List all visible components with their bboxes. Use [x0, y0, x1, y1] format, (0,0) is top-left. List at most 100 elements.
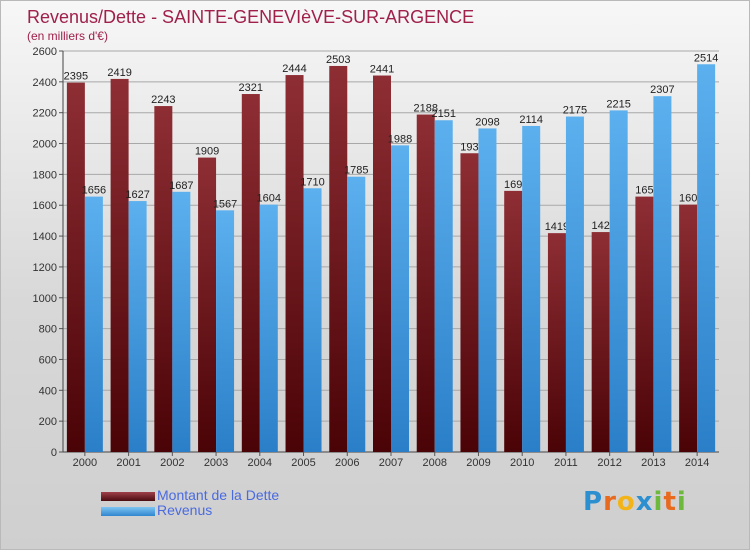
data-label-revenus: 2307 — [650, 84, 674, 96]
data-label-dette: 2503 — [326, 54, 350, 66]
bar-revenus — [434, 120, 453, 452]
bar-dette — [198, 157, 217, 452]
data-label-revenus: 2215 — [606, 98, 630, 110]
data-label-dette: 165 — [635, 185, 653, 197]
bar-dette — [504, 190, 523, 452]
logo-letter: t — [663, 487, 677, 517]
bar-revenus — [653, 96, 672, 453]
bar-dette — [635, 196, 654, 452]
data-label-dette: 142 — [591, 220, 609, 232]
bar-dette — [591, 232, 610, 452]
chart-subtitle: (en milliers d'€) — [27, 29, 108, 43]
bar-dette — [241, 94, 260, 452]
y-tick-label: 800 — [39, 324, 57, 336]
y-tick-label: 2000 — [33, 139, 57, 151]
bar-revenus — [172, 191, 191, 453]
x-tick-label: 2007 — [379, 457, 403, 469]
bar-dette — [329, 65, 348, 452]
x-tick-label: 2009 — [466, 457, 490, 469]
x-tick-label: 2010 — [510, 457, 534, 469]
x-tick-label: 2012 — [597, 457, 621, 469]
bar-revenus — [216, 210, 235, 452]
bar-revenus — [565, 116, 584, 452]
data-label-dette: 2395 — [64, 71, 88, 83]
y-tick-label: 600 — [39, 354, 57, 366]
bar-revenus — [128, 201, 147, 452]
data-label-revenus: 2098 — [475, 116, 499, 128]
y-tick-label: 400 — [39, 385, 57, 397]
logo-letter: r — [603, 487, 617, 517]
y-tick-label: 2200 — [33, 108, 57, 120]
bar-dette — [110, 78, 129, 452]
bar-dette — [373, 75, 391, 452]
data-label-revenus: 1604 — [257, 193, 281, 205]
data-label-dette: 2419 — [107, 67, 131, 79]
data-label-dette: 193 — [460, 141, 478, 153]
data-label-dette: 2321 — [239, 82, 263, 94]
data-label-revenus: 1567 — [213, 198, 237, 210]
y-tick-label: 200 — [39, 416, 57, 428]
data-label-revenus: 2175 — [563, 105, 587, 117]
x-tick-label: 2000 — [73, 457, 97, 469]
logo-letter: o — [616, 487, 636, 517]
data-label-dette: 2441 — [370, 64, 394, 76]
data-label-dette: 2188 — [413, 103, 437, 115]
x-tick-label: 2011 — [554, 457, 578, 469]
bar-revenus — [303, 188, 322, 452]
legend-label-revenus: Revenus — [157, 502, 213, 518]
bar-dette — [547, 233, 566, 452]
y-tick-label: 1000 — [33, 293, 57, 305]
data-label-revenus: 2514 — [694, 52, 718, 64]
data-label-dette: 2444 — [282, 63, 306, 75]
bar-revenus — [347, 176, 366, 453]
x-tick-label: 2005 — [291, 457, 315, 469]
logo-letter: i — [653, 487, 664, 517]
data-label-dette: 160 — [679, 193, 697, 205]
data-label-revenus: 1988 — [388, 133, 412, 145]
logo-letter: x — [635, 487, 654, 517]
chart-title: Revenus/Dette - SAINTE-GENEVIèVE-SUR-ARG… — [27, 7, 475, 27]
data-label-revenus: 1785 — [344, 165, 368, 177]
y-tick-label: 2600 — [33, 46, 57, 58]
bar-revenus — [522, 125, 541, 453]
y-tick-label: 1800 — [33, 169, 57, 181]
y-tick-label: 1600 — [33, 200, 57, 212]
bar-revenus — [697, 64, 716, 452]
y-tick-label: 1200 — [33, 262, 57, 274]
data-label-dette: 169 — [504, 179, 522, 191]
data-label-revenus: 1687 — [169, 180, 193, 192]
bar-dette — [285, 75, 304, 452]
legend-swatch-dette — [101, 492, 155, 501]
bar-dette — [416, 114, 435, 452]
logo-letter: i — [676, 487, 687, 517]
x-tick-label: 2002 — [160, 457, 184, 469]
data-label-revenus: 2151 — [431, 108, 455, 120]
data-label-revenus: 1627 — [125, 189, 149, 201]
data-label-dette: 1419 — [545, 221, 569, 233]
bar-revenus — [478, 128, 497, 453]
bar-revenus — [609, 110, 628, 452]
proxiti-logo: Proxiti — [583, 487, 687, 517]
x-tick-label: 2003 — [204, 457, 228, 469]
legend-swatch-revenus — [101, 507, 155, 516]
bar-revenus — [259, 204, 278, 452]
data-label-revenus: 2114 — [519, 114, 543, 126]
x-tick-label: 2013 — [641, 457, 665, 469]
data-label-revenus: 1710 — [300, 176, 324, 188]
y-tick-label: 0 — [51, 447, 57, 459]
legend-label-dette: Montant de la Dette — [157, 487, 280, 503]
bar-dette — [154, 106, 173, 452]
x-tick-label: 2014 — [685, 457, 709, 469]
logo-letter: P — [583, 487, 604, 517]
x-tick-label: 2004 — [248, 457, 272, 469]
x-tick-label: 2006 — [335, 457, 359, 469]
data-label-dette: 1909 — [195, 146, 219, 158]
data-label-dette: 2243 — [151, 94, 175, 106]
x-tick-label: 2008 — [422, 457, 446, 469]
y-tick-label: 2400 — [33, 77, 57, 89]
data-label-revenus: 1656 — [82, 185, 106, 197]
y-tick-label: 1400 — [33, 231, 57, 243]
bar-dette — [679, 204, 698, 452]
bar-dette — [66, 82, 85, 452]
